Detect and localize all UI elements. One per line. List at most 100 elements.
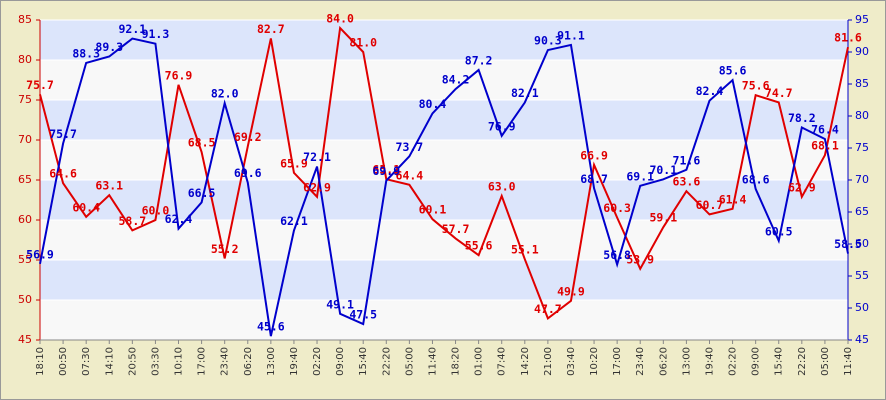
series-line: [39, 37, 849, 337]
data-label: 81.6: [834, 31, 862, 45]
data-label: 68.7: [580, 172, 608, 186]
data-label: 58.7: [118, 214, 146, 228]
x-tick-label: 10:20: [589, 347, 600, 376]
data-label: 60.1: [419, 203, 447, 217]
x-tick-label: 02:20: [312, 347, 323, 376]
data-label: 63.6: [673, 175, 701, 189]
x-tick-label: 09:00: [751, 347, 762, 376]
data-label: 75.7: [26, 78, 54, 92]
data-label: 56.9: [26, 247, 54, 261]
x-tick-label: 11:40: [427, 347, 438, 376]
data-label: 61.4: [719, 192, 747, 206]
data-label: 68.6: [742, 172, 770, 186]
x-tick-label: 23:40: [220, 347, 231, 376]
data-label: 62.1: [280, 214, 308, 228]
x-tick-label: 21:00: [543, 347, 554, 376]
data-label: 65.9: [280, 156, 308, 170]
data-label: 60.3: [603, 201, 631, 215]
x-tick-label: 00:50: [58, 347, 69, 376]
y2-tick-label: 45: [855, 333, 869, 346]
y2-tick-label: 70: [855, 173, 869, 186]
y2-tick-label: 65: [855, 205, 869, 218]
data-label: 84.2: [442, 73, 470, 87]
data-label: 72.1: [303, 150, 331, 164]
y-tick-label: 55: [18, 253, 32, 266]
data-label: 73.7: [396, 140, 424, 154]
data-label: 76.9: [488, 119, 516, 133]
data-label: 75.7: [49, 127, 77, 141]
data-label: 47.5: [349, 308, 377, 322]
x-tick-label: 17:00: [612, 347, 623, 376]
y-tick-label: 45: [18, 333, 32, 346]
x-tick-label: 13:00: [266, 347, 277, 376]
x-tick-label: 07:40: [497, 347, 508, 376]
y2-tick-label: 75: [855, 141, 869, 154]
data-label: 57.7: [442, 222, 470, 236]
x-tick-label: 06:20: [658, 347, 669, 376]
data-label: 53.9: [626, 252, 654, 266]
y-tick-label: 85: [18, 13, 32, 26]
x-tick-label: 07:30: [81, 347, 92, 376]
data-label: 69.6: [234, 166, 262, 180]
x-tick-label: 13:00: [681, 347, 692, 376]
x-tick-label: 05:00: [820, 347, 831, 376]
x-tick-label: 11:40: [843, 347, 854, 376]
x-tick-label: 19:40: [704, 347, 715, 376]
x-tick-label: 17:00: [197, 347, 208, 376]
data-label: 64.4: [396, 168, 424, 182]
data-label: 59.1: [649, 211, 677, 225]
y2-tick-label: 80: [855, 109, 869, 122]
y2-tick-label: 55: [855, 269, 869, 282]
data-label: 70.1: [649, 163, 677, 177]
data-label: 65.1: [372, 163, 400, 177]
data-label: 62.9: [788, 180, 816, 194]
data-label: 49.9: [557, 284, 585, 298]
data-label: 69.2: [234, 130, 262, 144]
x-tick-label: 14:20: [520, 347, 531, 376]
data-label: 87.2: [465, 53, 493, 67]
data-label: 76.9: [165, 68, 193, 82]
data-label: 47.7: [534, 302, 562, 316]
data-label: 66.5: [188, 186, 216, 200]
y2-tick-label: 95: [855, 13, 869, 26]
x-tick-label: 18:10: [35, 347, 46, 376]
data-label: 89.3: [95, 40, 123, 54]
data-label: 55.1: [511, 243, 539, 257]
x-tick-label: 02:20: [728, 347, 739, 376]
data-label: 64.6: [49, 167, 77, 181]
data-label: 58.5: [834, 237, 862, 251]
data-label: 91.1: [557, 28, 585, 42]
data-label: 45.6: [257, 320, 285, 334]
data-label: 63.0: [488, 180, 516, 194]
y-tick-label: 50: [18, 293, 32, 306]
band: [40, 260, 848, 300]
data-label: 62.9: [303, 180, 331, 194]
y2-tick-label: 50: [855, 301, 869, 314]
band: [40, 20, 848, 60]
x-tick-label: 14:10: [104, 347, 115, 376]
x-tick-label: 22:20: [797, 347, 808, 376]
data-label: 71.6: [673, 153, 701, 167]
y2-tick-label: 85: [855, 77, 869, 90]
y-tick-label: 65: [18, 173, 32, 186]
data-label: 81.0: [349, 36, 377, 50]
x-tick-label: 01:00: [474, 347, 485, 376]
x-tick-label: 22:20: [381, 347, 392, 376]
x-tick-label: 03:30: [150, 347, 161, 376]
data-label: 69.9: [372, 164, 400, 178]
data-label: 82.7: [257, 22, 285, 36]
series-line: [39, 25, 849, 321]
y2-tick-label: 60: [855, 237, 869, 250]
data-label: 55.6: [465, 239, 493, 253]
x-tick-label: 09:00: [335, 347, 346, 376]
data-label: 76.4: [811, 123, 839, 137]
x-tick-label: 05:00: [404, 347, 415, 376]
x-tick-label: 23:40: [635, 347, 646, 376]
data-label: 88.3: [72, 46, 100, 60]
data-label: 84.0: [326, 12, 354, 26]
x-tick-label: 03:40: [566, 347, 577, 376]
y-tick-label: 70: [18, 133, 32, 146]
data-label: 62.4: [165, 212, 193, 226]
